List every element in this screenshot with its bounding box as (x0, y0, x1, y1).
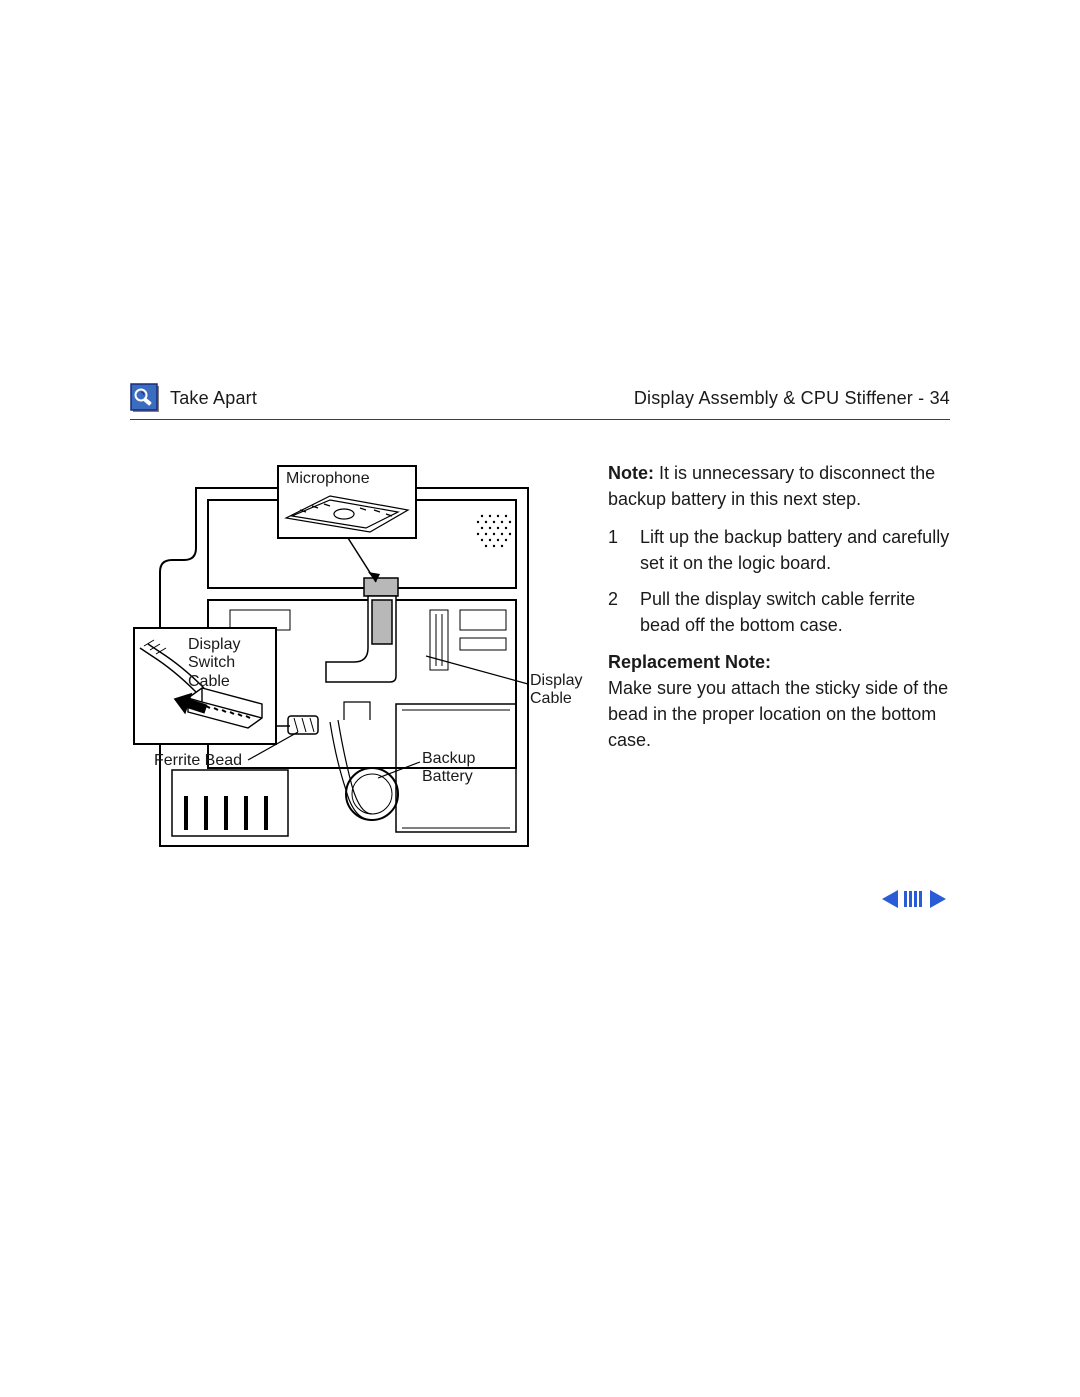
step-number: 2 (608, 586, 626, 638)
label-ferrite-bead: Ferrite Bead (154, 752, 242, 770)
take-apart-icon (130, 383, 160, 413)
page-nav (880, 888, 948, 910)
replacement-label: Replacement Note: (608, 652, 771, 672)
step-2: 2 Pull the display switch cable ferrite … (608, 586, 950, 638)
next-page-icon[interactable] (928, 888, 948, 910)
instruction-text: Note: It is unnecessary to disconnect th… (608, 460, 950, 860)
section-title: Take Apart (170, 388, 257, 409)
label-microphone: Microphone (286, 470, 370, 488)
note-text: It is unnecessary to disconnect the back… (608, 463, 935, 509)
label-backup-battery: Backup Battery (422, 750, 475, 787)
note-block: Note: It is unnecessary to disconnect th… (608, 460, 950, 512)
step-text: Lift up the backup battery and carefully… (640, 524, 950, 576)
diagram-figure: Microphone Display Switch Cable Ferrite … (130, 460, 580, 860)
page-indicator-icon (902, 888, 926, 910)
page-header: Take Apart Display Assembly & CPU Stiffe… (130, 383, 950, 420)
step-text: Pull the display switch cable ferrite be… (640, 586, 950, 638)
label-display-switch-cable: Display Switch Cable (188, 636, 240, 691)
replacement-note: Replacement Note: Make sure you attach t… (608, 649, 950, 753)
step-1: 1 Lift up the backup battery and careful… (608, 524, 950, 576)
label-display-cable: Display Cable (530, 672, 582, 709)
page-title: Display Assembly & CPU Stiffener - 34 (634, 388, 950, 409)
replacement-text: Make sure you attach the sticky side of … (608, 678, 948, 750)
note-label: Note: (608, 463, 654, 483)
step-number: 1 (608, 524, 626, 576)
prev-page-icon[interactable] (880, 888, 900, 910)
